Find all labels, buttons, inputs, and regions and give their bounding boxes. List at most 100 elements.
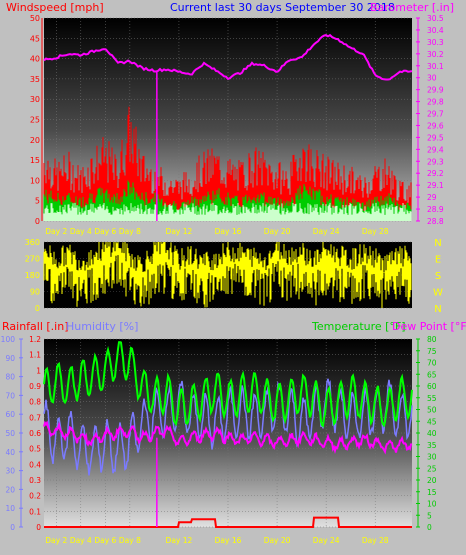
humidity-y-tick-label: 100 [1, 335, 16, 344]
wind-y-tick-label: 40 [30, 55, 40, 64]
humidity-y-tick-label: 60 [5, 410, 15, 419]
temperature-y-tick-label: 15 [427, 488, 437, 497]
climate-x-tick-label: Day 28 [362, 536, 389, 545]
climate-x-tick-label: Day 8 [119, 536, 141, 545]
rainfall-y-tick-label: 1 [36, 366, 41, 375]
rainfall-y-tick-label: 0.2 [29, 492, 41, 501]
humidity-y-tick-label: 30 [5, 467, 15, 476]
wind-y-tick-label: 20 [30, 136, 40, 145]
humidity-y-tick-label: 10 [5, 504, 15, 513]
barometer-y-tick-label: 29.9 [427, 86, 444, 95]
rainfall-y-tick-label: 0.9 [29, 382, 41, 391]
wind-y-tick-label: 15 [30, 156, 40, 165]
temperature-y-tick-label: 35 [427, 441, 437, 450]
humidity-y-tick-label: 0 [10, 523, 15, 532]
wind-panel-marks [43, 33, 413, 221]
wind-y-tick-label: 30 [30, 95, 40, 104]
wind-panel-axes: 0 5 10 15 20 25 30 35 40 45 50 28.8 28.9 29 29.1 29.2 29… [30, 14, 444, 236]
temperature-y-tick-label: 50 [427, 406, 437, 415]
wind-y-tick-label: 45 [30, 34, 40, 43]
barometer-y-tick-label: 29.8 [427, 98, 444, 107]
direction-y-tick-label: 180 [25, 271, 40, 280]
barometer-y-tick-label: 29.3 [427, 157, 444, 166]
temperature-legend-label: Temperature [°F] [311, 320, 406, 333]
rainfall-y-tick-label: 1.2 [29, 335, 41, 344]
climate-x-tick-label: Day 24 [313, 536, 340, 545]
rainfall-y-tick-label: 0.8 [29, 398, 41, 407]
temperature-y-tick-label: 65 [427, 370, 437, 379]
barometer-y-tick-label: 29 [427, 193, 437, 202]
wind-x-tick-label: Day 28 [362, 227, 389, 236]
temperature-y-tick-label: 70 [427, 359, 437, 368]
wind-x-tick-label: Day 4 [70, 227, 92, 236]
barometer-y-tick-label: 29.6 [427, 121, 444, 130]
temperature-y-tick-label: 25 [427, 464, 437, 473]
temperature-y-tick-label: 40 [427, 429, 437, 438]
humidity-y-tick-label: 40 [5, 448, 15, 457]
compass-tick-label: E [435, 255, 441, 266]
direction-panel-axes: 0 N 90 W 180 S 270 E 360 N [25, 238, 443, 315]
wind-y-tick-label: 50 [30, 14, 40, 23]
rainfall-y-tick-label: 1.1 [29, 351, 41, 360]
temperature-y-tick-label: 45 [427, 417, 437, 426]
rainfall-line [44, 516, 412, 528]
direction-y-tick-label: 90 [30, 288, 40, 297]
direction-panel-marks [43, 242, 412, 308]
windspeed-axis-title: Windspeed [mph] [6, 1, 104, 14]
wind-direction-bars [43, 242, 412, 308]
humidity-legend-label: Humidity [%] [66, 320, 138, 333]
rainfall-y-tick-label: 0.5 [29, 445, 41, 454]
wind-y-tick-label: 0 [35, 217, 40, 226]
wind-x-tick-label: Day 20 [264, 227, 291, 236]
barometer-y-tick-label: 30.5 [427, 14, 444, 23]
compass-tick-label: W [433, 288, 443, 299]
wind-y-tick-label: 10 [30, 176, 40, 185]
humidity-y-tick-label: 90 [5, 354, 15, 363]
humidity-y-tick-label: 20 [5, 485, 15, 494]
rainfall-y-tick-label: 0.1 [29, 507, 41, 516]
wind-x-tick-label: Day 8 [119, 227, 141, 236]
temperature-y-tick-label: 60 [427, 382, 437, 391]
rainfall-y-tick-label: 0.3 [29, 476, 41, 485]
barometer-y-tick-label: 29.7 [427, 110, 444, 119]
humidity-y-tick-label: 50 [5, 429, 15, 438]
climate-x-tick-label: Day 16 [215, 536, 242, 545]
dew-point-line [43, 420, 413, 455]
chart-title: Current last 30 days September 30 2018 [170, 1, 395, 14]
climate-x-tick-label: Day 12 [166, 536, 193, 545]
barometer-y-tick-label: 28.9 [427, 205, 444, 214]
direction-y-tick-label: 270 [25, 255, 40, 264]
wind-x-tick-label: Day 16 [215, 227, 242, 236]
humidity-y-tick-label: 70 [5, 391, 15, 400]
barometer-line [43, 33, 413, 81]
barometer-y-tick-label: 30.2 [427, 50, 444, 59]
climate-x-tick-label: Day 20 [264, 536, 291, 545]
barometer-y-tick-label: 29.2 [427, 169, 444, 178]
compass-tick-label: N [434, 238, 441, 249]
climate-panel-axes: 0 0.1 0.2 0.3 0.4 0.5 0.6 0.7 0.8 0.9 1 1.1 1.2 0 10 20… [1, 335, 437, 545]
dew-point-legend-label: Dew Point [°F] [392, 320, 466, 333]
rainfall-y-tick-label: 0.6 [29, 429, 41, 438]
direction-y-tick-label: 360 [25, 238, 40, 247]
temperature-y-tick-label: 80 [427, 335, 437, 344]
temperature-y-tick-label: 10 [427, 500, 437, 509]
wind-x-tick-label: Day 6 [94, 227, 116, 236]
compass-tick-label: S [435, 271, 441, 282]
climate-panel-marks [43, 341, 413, 528]
barometer-y-tick-label: 29.1 [427, 181, 444, 190]
barometer-y-tick-label: 30.1 [427, 62, 444, 71]
wind-x-tick-label: Day 12 [166, 227, 193, 236]
temperature-line [43, 341, 413, 428]
barometer-y-tick-label: 29.4 [427, 145, 444, 154]
wind-calm-bars [43, 202, 412, 221]
rainfall-y-tick-label: 0.4 [29, 460, 41, 469]
wind-y-tick-label: 25 [30, 116, 40, 125]
compass-tick-label: N [434, 304, 441, 315]
temperature-y-tick-label: 30 [427, 453, 437, 462]
barometer-axis-title: Barometer [.in] [370, 1, 454, 14]
temperature-y-tick-label: 20 [427, 476, 437, 485]
barometer-y-tick-label: 28.8 [427, 217, 444, 226]
wind-y-tick-label: 35 [30, 75, 40, 84]
rainfall-y-tick-label: 0.7 [29, 413, 41, 422]
